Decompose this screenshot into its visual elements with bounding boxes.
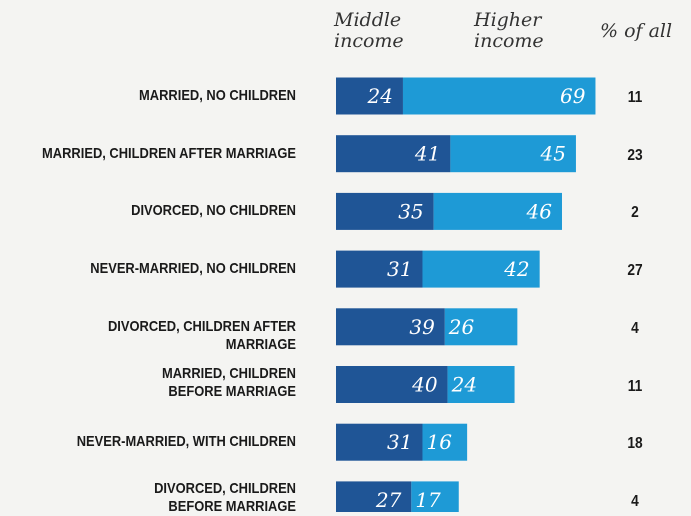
header-higher-line-2: income <box>474 30 544 52</box>
category-label: MARRIED, NO CHILDREN <box>139 87 296 104</box>
bar-middle-income <box>336 308 445 346</box>
bar-higher-income <box>411 481 459 512</box>
bar-middle-income <box>336 192 434 230</box>
value-label-higher: 16 <box>426 430 452 454</box>
value-label-higher: 42 <box>503 257 529 281</box>
value-label-higher: 46 <box>526 199 553 223</box>
value-label-middle: 31 <box>387 430 412 454</box>
category-label: DIVORCED, CHILDREN AFTER MARRIAGE <box>107 317 296 353</box>
value-label-higher: 45 <box>539 142 565 166</box>
bar-higher-income <box>450 135 576 173</box>
bar-higher-income <box>422 250 540 288</box>
value-label-middle: 41 <box>414 142 440 166</box>
header-higher-income: Higher income <box>474 10 544 52</box>
percent-of-all-value: 11 <box>627 89 643 106</box>
value-label-middle: 27 <box>375 488 402 512</box>
value-label-middle: 39 <box>409 315 435 339</box>
percent-of-all-value: 2 <box>631 204 639 222</box>
header-middle-line-1: Middle <box>334 9 402 31</box>
category-label: DIVORCED, CHILDREN BEFORE MARRIAGE <box>154 479 296 515</box>
category-label: DIVORCED, NO CHILDREN <box>131 202 296 220</box>
value-label-higher: 26 <box>448 315 475 339</box>
value-label-middle: 24 <box>367 84 393 108</box>
percent-of-all-value: 23 <box>627 146 643 164</box>
bar-higher-income <box>444 308 518 346</box>
bar-middle-income <box>336 135 451 173</box>
bar-middle-income <box>336 366 448 403</box>
bar-higher-income <box>422 423 468 461</box>
value-label-middle: 31 <box>387 257 412 281</box>
value-label-middle: 40 <box>411 373 438 397</box>
percent-of-all-value: 18 <box>627 435 643 453</box>
value-label-higher: 24 <box>451 373 477 397</box>
header-middle-line-2: income <box>334 30 404 52</box>
bar-middle-income <box>336 423 423 461</box>
bar-middle-income <box>336 77 403 115</box>
percent-of-all-value: 4 <box>631 492 639 510</box>
bar-higher-income <box>433 192 562 230</box>
value-label-higher: 17 <box>415 488 441 512</box>
header-middle-income: Middle income <box>334 10 404 52</box>
percent-of-all-value: 27 <box>627 262 643 280</box>
category-label: MARRIED, CHILDREN AFTER MARRIAGE <box>42 144 297 162</box>
category-label: MARRIED, CHILDREN BEFORE MARRIAGE <box>161 364 296 400</box>
bar-middle-income <box>336 250 423 288</box>
value-label-higher: 69 <box>560 84 586 108</box>
value-label-middle: 35 <box>398 199 423 223</box>
header-higher-line-1: Higher <box>474 9 542 31</box>
bar-higher-income <box>447 366 515 403</box>
bar-higher-income <box>402 77 596 115</box>
category-label: NEVER-MARRIED, WITH CHILDREN <box>76 433 296 451</box>
percent-of-all-value: 4 <box>631 319 639 337</box>
category-label: NEVER-MARRIED, NO CHILDREN <box>90 260 296 278</box>
bar-middle-income <box>336 481 412 512</box>
header-share-of-all: % of all <box>600 20 673 42</box>
percent-of-all-value: 11 <box>627 377 643 395</box>
